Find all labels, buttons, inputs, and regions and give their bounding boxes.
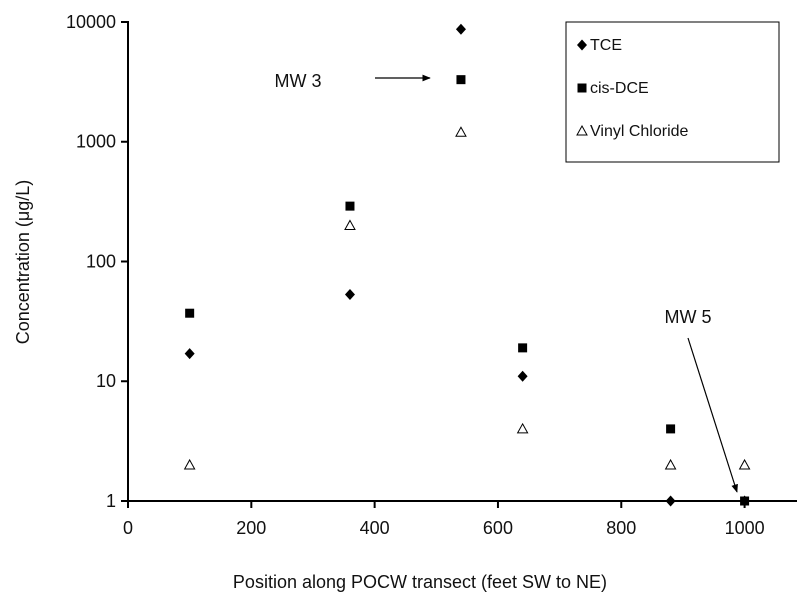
annotation-arrow [687,337,738,493]
square-marker [456,75,466,85]
x-tick-label: 800 [606,518,636,538]
x-tick-label: 600 [483,518,513,538]
legend-label: Vinyl Chloride [590,123,689,140]
triangle-marker [516,422,529,434]
diamond-marker [184,348,195,360]
diamond-marker [577,39,587,51]
y-axis-label: Concentration (μg/L) [13,180,33,344]
x-tick-label: 200 [236,518,266,538]
diamond-marker [517,370,528,382]
triangle-marker [344,219,356,230]
x-tick-label: 400 [360,518,390,538]
legend-box [565,21,780,163]
y-tick-label: 10 [96,371,116,391]
square-marker [185,308,195,318]
y-tick-label: 1000 [76,132,116,152]
triangle-marker [576,124,588,136]
square-marker [740,496,750,506]
x-tick-label: 0 [123,518,133,538]
diamond-marker [665,495,676,507]
x-axis-label: Position along POCW transect (feet SW to… [233,572,607,592]
square-marker [577,83,587,93]
triangle-marker [664,458,677,470]
x-tick-label: 1000 [725,518,765,538]
square-marker [518,343,528,353]
diamond-marker [344,289,355,301]
legend-label: TCE [590,37,622,54]
triangle-marker [738,458,751,470]
annotation: MW 3 [275,71,322,91]
triangle-marker [183,458,196,470]
y-tick-label: 10000 [66,12,116,32]
square-marker [345,201,355,211]
square-marker [666,424,676,434]
legend-label: cis-DCE [590,80,649,97]
y-tick-label: 100 [86,251,116,271]
triangle-marker [455,126,467,137]
annotation: MW 5 [665,307,712,327]
diamond-marker [455,23,466,35]
y-tick-label: 1 [106,491,116,511]
